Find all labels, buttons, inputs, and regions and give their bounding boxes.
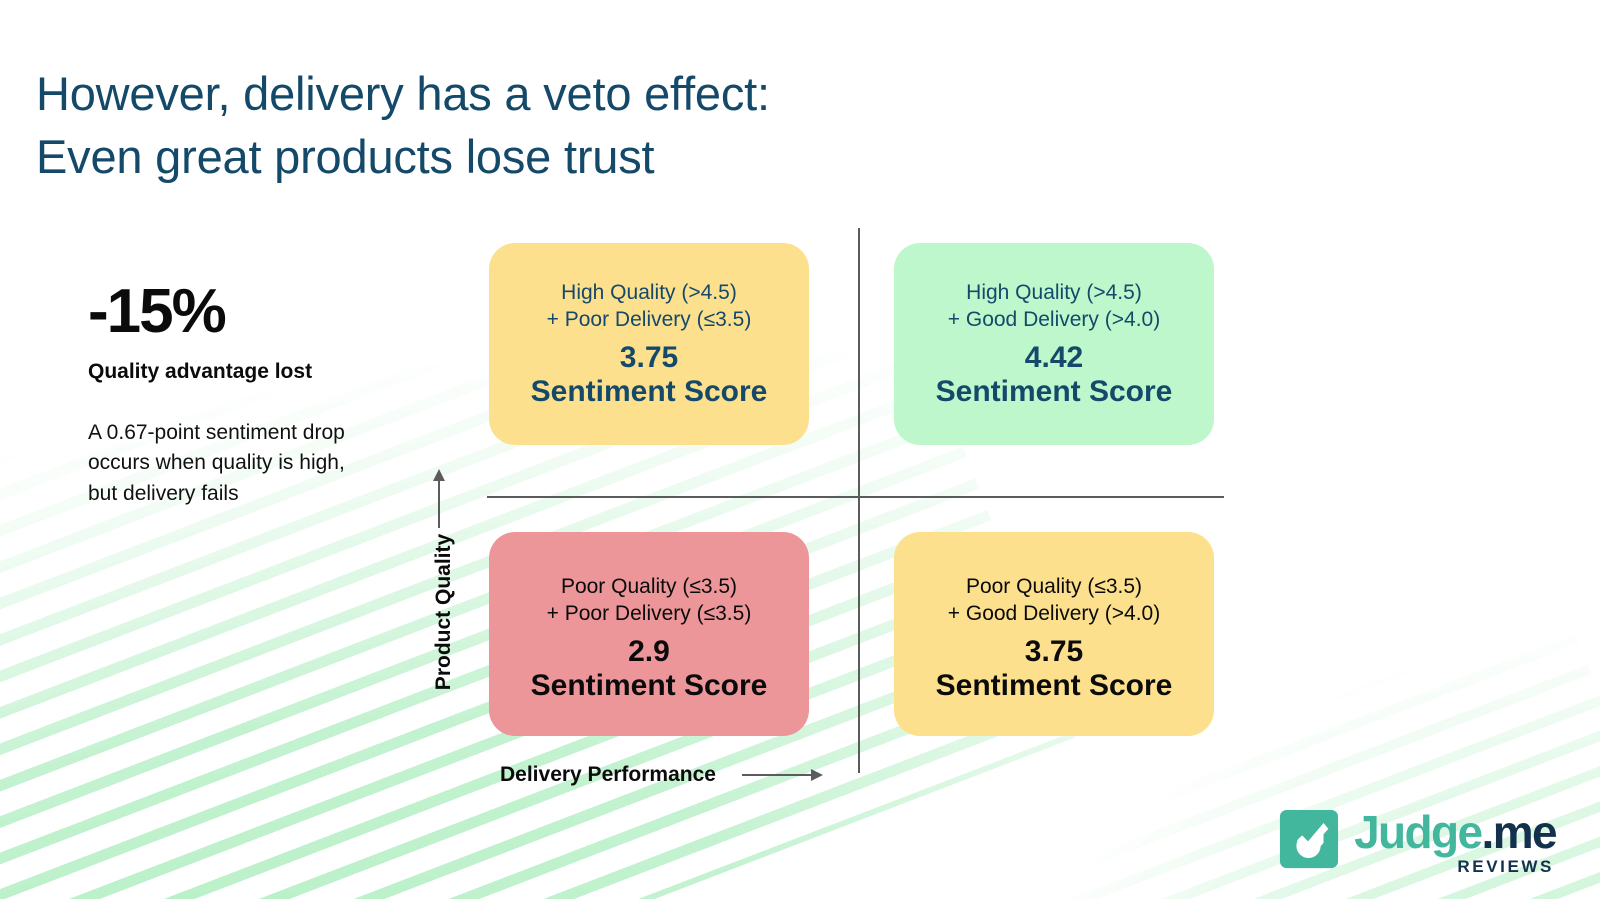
judgeme-word-primary: Judge bbox=[1354, 806, 1483, 858]
quadrant-condition-line-1: Poor Quality (≤3.5) bbox=[560, 574, 738, 598]
x-axis-group: Delivery Performance bbox=[500, 763, 823, 787]
judgeme-wordmark: Judge.me REVIEWS bbox=[1354, 806, 1558, 876]
stat-description: A 0.67-point sentiment drop occurs when … bbox=[88, 421, 345, 505]
quadrant-card-poor-quality-poor-delivery[interactable]: Poor Quality (≤3.5) + Poor Delivery (≤3.… bbox=[489, 532, 809, 736]
quadrant-card-high-quality-poor-delivery[interactable]: High Quality (>4.5) + Poor Delivery (≤3.… bbox=[489, 243, 809, 445]
quadrant-condition-line-2: + Good Delivery (>4.0) bbox=[947, 308, 1161, 331]
page-title-line-2: Even great products lose trust bbox=[36, 129, 655, 183]
stat-label: Quality advantage lost bbox=[88, 360, 313, 383]
quadrant-score-label: Sentiment Score bbox=[530, 669, 768, 703]
quadrant-score-label: Sentiment Score bbox=[935, 375, 1173, 409]
quadrant-condition-line-2: + Poor Delivery (≤3.5) bbox=[546, 602, 752, 625]
quadrant-score-value: 3.75 bbox=[619, 341, 679, 375]
judgeme-subtitle: REVIEWS bbox=[1457, 857, 1554, 876]
judgeme-check-icon bbox=[1280, 809, 1339, 869]
judgeme-logo: Judge.me REVIEWS bbox=[1278, 806, 1558, 876]
quadrant-card-poor-quality-good-delivery[interactable]: Poor Quality (≤3.5) + Good Delivery (>4.… bbox=[894, 532, 1214, 736]
arrow-right-icon bbox=[741, 769, 823, 781]
quadrant-score-value: 2.9 bbox=[628, 635, 670, 669]
stat-value: -15% bbox=[88, 277, 227, 346]
page-title-line-1: However, delivery has a veto effect: bbox=[36, 67, 770, 121]
x-axis-label: Delivery Performance bbox=[500, 763, 716, 786]
quadrant-condition-line-1: High Quality (>4.5) bbox=[561, 280, 737, 304]
quadrant-condition-line-1: Poor Quality (≤3.5) bbox=[965, 574, 1143, 598]
y-axis-label: Product Quality bbox=[432, 533, 455, 691]
quadrant-score-value: 3.75 bbox=[1024, 635, 1084, 669]
axis-divider-horizontal bbox=[487, 496, 1224, 498]
judgeme-word: Judge.me bbox=[1354, 806, 1558, 858]
quadrant-score-label: Sentiment Score bbox=[935, 669, 1173, 703]
axis-divider-vertical bbox=[858, 228, 860, 773]
quadrant-condition-line-2: + Poor Delivery (≤3.5) bbox=[546, 308, 752, 331]
quadrant-condition-line-1: High Quality (>4.5) bbox=[966, 280, 1142, 304]
stat-panel: -15% Quality advantage lost A 0.67-point… bbox=[88, 281, 388, 509]
page-title: However, delivery has a veto effect: Eve… bbox=[36, 63, 1136, 188]
quadrant-condition-line-2: + Good Delivery (>4.0) bbox=[947, 602, 1161, 625]
y-axis-group: Product Quality bbox=[404, 469, 474, 750]
quadrant-card-high-quality-good-delivery[interactable]: High Quality (>4.5) + Good Delivery (>4.… bbox=[894, 243, 1214, 445]
judgeme-word-secondary: .me bbox=[1481, 806, 1558, 858]
quadrant-score-value: 4.42 bbox=[1024, 341, 1084, 375]
quadrant-score-label: Sentiment Score bbox=[530, 375, 768, 409]
